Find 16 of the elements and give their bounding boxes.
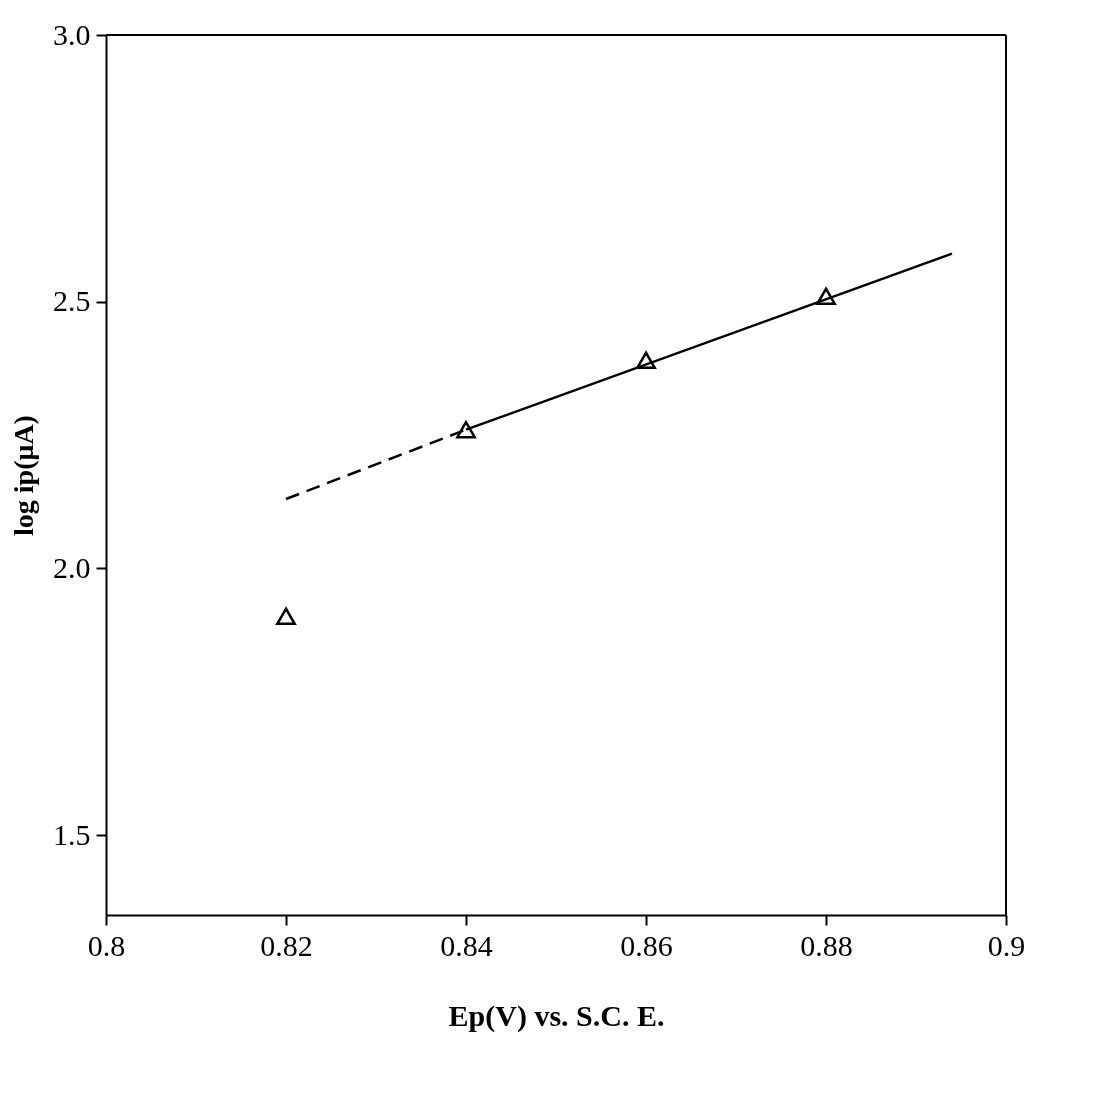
y-tick-label: 1.5 — [53, 817, 91, 851]
y-tick-label: 2.5 — [53, 284, 91, 318]
x-tick-label: 0.88 — [800, 928, 853, 962]
x-axis-title: Ep(V) vs. S.C. E. — [448, 998, 665, 1033]
point — [816, 287, 836, 306]
x-tick-label: 0.9 — [987, 928, 1026, 962]
y-tick-label: 2.0 — [53, 550, 91, 584]
x-tick-label: 0.86 — [620, 928, 673, 962]
point — [636, 351, 656, 370]
y-axis-title: log ip(μA) — [8, 415, 39, 536]
point — [276, 607, 296, 626]
point — [456, 420, 476, 439]
x-tick-label: 0.82 — [260, 928, 313, 962]
y-tick-label: 3.0 — [53, 17, 91, 51]
x-tick-label: 0.8 — [87, 928, 126, 962]
x-tick-label: 0.84 — [440, 928, 493, 962]
